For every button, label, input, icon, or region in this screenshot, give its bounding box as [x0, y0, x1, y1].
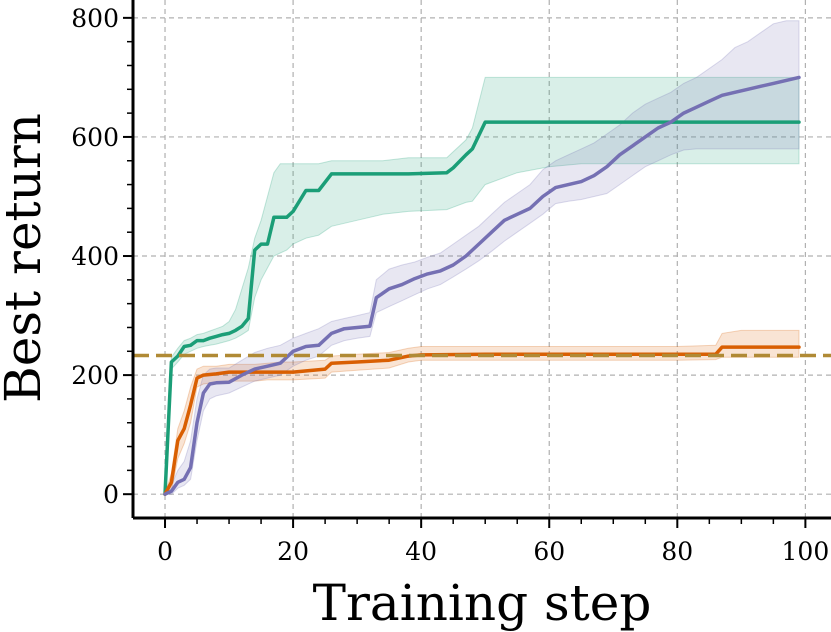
x-tick-label: 40 — [405, 537, 437, 566]
y-tick-label: 600 — [71, 123, 119, 152]
x-tick-label: 20 — [277, 537, 309, 566]
x-axis-title: Training step — [313, 574, 652, 632]
x-tick-label: 80 — [661, 537, 693, 566]
x-tick-label: 0 — [157, 537, 173, 566]
y-tick-label: 200 — [71, 361, 119, 390]
y-tick-label: 0 — [103, 480, 119, 509]
axes — [123, 0, 831, 528]
y-tick-label: 800 — [71, 4, 119, 33]
tick-labels: 0 20 40 60 80 100 0 200 400 600 800 — [71, 4, 829, 566]
x-tick-label: 100 — [782, 537, 830, 566]
series-3-line — [163, 75, 801, 496]
y-tick-label: 400 — [71, 242, 119, 271]
confidence-bands — [164, 20, 800, 496]
x-tick-label: 60 — [533, 537, 565, 566]
series-1-line — [163, 120, 801, 496]
y-axis-title: Best return — [0, 113, 52, 403]
series-2-band — [164, 329, 800, 496]
